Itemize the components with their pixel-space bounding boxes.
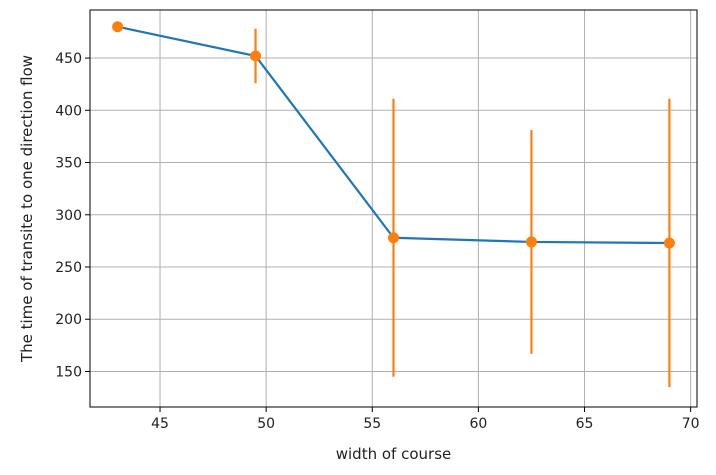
y-tick-label: 350 xyxy=(55,156,82,172)
y-tick-label: 400 xyxy=(55,103,82,119)
y-tick-label: 250 xyxy=(55,260,82,276)
data-point xyxy=(112,21,124,33)
x-tick-label: 50 xyxy=(257,416,275,432)
x-tick-label: 55 xyxy=(363,416,381,432)
x-tick-label: 60 xyxy=(469,416,487,432)
axes-frame xyxy=(89,9,698,408)
data-point xyxy=(388,232,399,244)
ticks: 45 50 55 60 65 70 150 200 250 300 350 400 450 xyxy=(55,51,699,432)
data-point xyxy=(250,50,262,62)
data-point xyxy=(663,237,675,249)
y-tick-label: 150 xyxy=(55,364,82,380)
plot-area xyxy=(112,21,675,388)
y-tick-label: 450 xyxy=(55,51,82,67)
x-tick-label: 65 xyxy=(576,416,594,432)
y-tick-label: 300 xyxy=(55,208,82,224)
x-tick-label: 70 xyxy=(682,416,700,432)
x-tick-label: 45 xyxy=(151,416,169,432)
y-tick-label: 200 xyxy=(55,312,82,328)
x-axis-label: width of course xyxy=(336,445,451,463)
data-point xyxy=(525,236,537,248)
y-axis-label: The time of transite to one direction fl… xyxy=(18,55,36,363)
